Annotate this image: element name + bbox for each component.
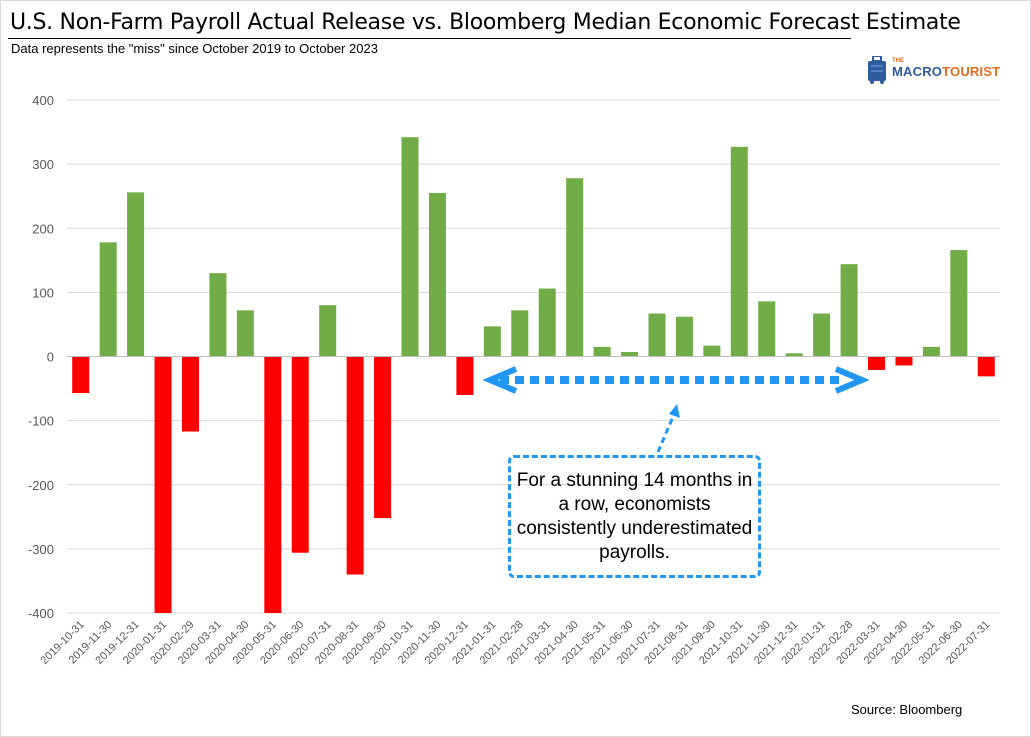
logo-tourist: TOURIST bbox=[942, 64, 1001, 79]
bar bbox=[813, 313, 831, 357]
y-tick-label: 300 bbox=[32, 157, 54, 172]
bar bbox=[291, 356, 309, 553]
bar bbox=[648, 313, 666, 357]
arrow-head-right bbox=[834, 366, 870, 394]
bar bbox=[621, 352, 639, 357]
bar bbox=[785, 353, 803, 357]
source-note: Source: Bloomberg bbox=[851, 702, 963, 717]
bar bbox=[977, 356, 995, 377]
callout-box: For a stunning 14 months in a row, econo… bbox=[508, 455, 761, 578]
bar bbox=[895, 356, 913, 366]
chart-subtitle: Data represents the "miss" since October… bbox=[11, 41, 378, 56]
bar bbox=[319, 305, 337, 357]
y-tick-label: -100 bbox=[28, 414, 54, 429]
chart-title: U.S. Non-Farm Payroll Actual Release vs.… bbox=[10, 10, 961, 35]
x-axis-ticks: 2019-10-312019-11-302019-12-312020-01-31… bbox=[39, 619, 993, 667]
y-tick-label: -200 bbox=[28, 478, 54, 493]
bar bbox=[154, 356, 172, 613]
y-axis-ticks: -400 -300 -200 -100 0 100 200 300 400 bbox=[28, 93, 54, 621]
bar bbox=[428, 192, 446, 357]
bar bbox=[236, 310, 254, 357]
callout-pointer-head bbox=[669, 404, 680, 418]
y-tick-label: 0 bbox=[47, 350, 54, 365]
callout-pointer bbox=[656, 411, 677, 453]
bar bbox=[209, 273, 227, 357]
bar bbox=[675, 316, 693, 357]
bar bbox=[922, 346, 940, 357]
bar bbox=[703, 345, 721, 357]
bar bbox=[566, 178, 584, 357]
y-tick-label: -300 bbox=[28, 542, 54, 557]
y-tick-label: 400 bbox=[32, 93, 54, 108]
y-tick-label: 200 bbox=[32, 221, 54, 236]
bar bbox=[99, 242, 117, 357]
bar bbox=[868, 356, 886, 370]
bar bbox=[401, 137, 419, 357]
bar bbox=[511, 310, 529, 357]
bar bbox=[730, 146, 748, 357]
logo-the: THE bbox=[892, 58, 904, 64]
bar bbox=[593, 346, 611, 357]
bar bbox=[758, 301, 776, 357]
logo-macro: MACRO bbox=[892, 64, 943, 79]
bar bbox=[127, 192, 145, 357]
callout-text: For a stunning 14 months in a row, econo… bbox=[516, 469, 753, 563]
bar bbox=[72, 356, 90, 394]
bar bbox=[346, 356, 364, 575]
y-tick-label: -400 bbox=[28, 606, 54, 621]
bar bbox=[483, 326, 501, 357]
bars bbox=[67, 137, 1000, 613]
arrow-head-left bbox=[482, 366, 518, 394]
bar bbox=[456, 356, 474, 395]
bar bbox=[181, 356, 199, 432]
bar bbox=[538, 288, 556, 357]
bar bbox=[950, 250, 968, 357]
macro-tourist-logo: THE MACROTOURIST bbox=[866, 52, 1006, 88]
y-tick-label: 100 bbox=[32, 285, 54, 300]
bar bbox=[264, 356, 282, 613]
bar bbox=[374, 356, 392, 519]
range-arrow bbox=[482, 366, 870, 453]
title-underline bbox=[8, 38, 851, 39]
suitcase-icon bbox=[868, 56, 886, 84]
bar bbox=[840, 264, 858, 357]
logo-wordmark: MACROTOURIST bbox=[892, 64, 1000, 79]
